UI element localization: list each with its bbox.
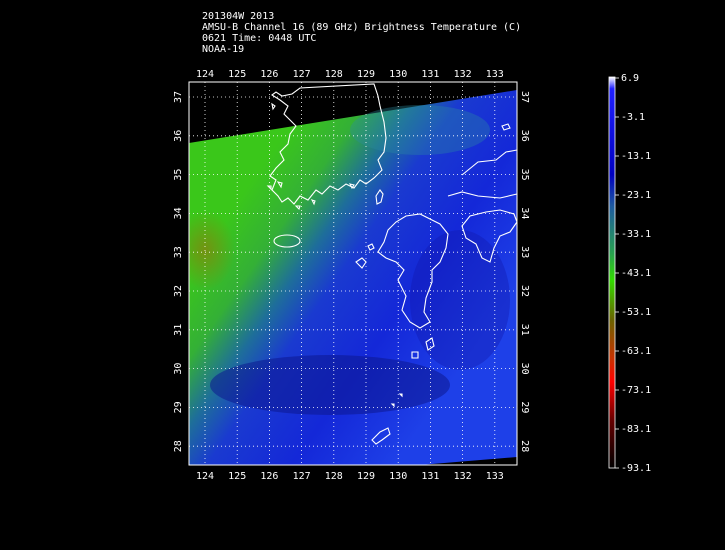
title-line-3: 0621 Time: 0448 UTC <box>202 33 317 44</box>
lat-label-right-36: 36 <box>519 130 530 142</box>
lon-label-top-127: 127 <box>293 69 311 80</box>
lat-label-left-29: 29 <box>173 401 184 413</box>
lat-label-left-35: 35 <box>173 169 184 181</box>
lat-label-left-31: 31 <box>173 324 184 336</box>
coastlines <box>266 83 518 445</box>
swath-image <box>189 90 517 465</box>
lon-label-top-129: 129 <box>357 69 375 80</box>
goto-islands <box>355 243 375 269</box>
shikoku-coastline <box>461 209 518 263</box>
lon-label-top-132: 132 <box>454 69 472 80</box>
lat-label-right-28: 28 <box>519 440 530 452</box>
lat-label-right-37: 37 <box>519 91 530 103</box>
lat-label-left-28: 28 <box>173 440 184 452</box>
osumi-islands <box>411 337 435 359</box>
lon-label-top-128: 128 <box>325 69 343 80</box>
lon-label-bottom-125: 125 <box>228 471 246 482</box>
lat-label-right-34: 34 <box>519 207 530 219</box>
lon-label-bottom-126: 126 <box>260 471 278 482</box>
colorbar: 6.9 -3.1 -13.1 -23.1 -33.1 -43.1 -53.1 -63.1 -73… <box>608 73 651 474</box>
small-islands <box>390 393 403 408</box>
title-line-1: 201304W 2013 <box>202 11 275 22</box>
colorbar-label: 6.9 <box>621 73 639 84</box>
lon-label-bottom-133: 133 <box>486 471 504 482</box>
lon-label-bottom-129: 129 <box>357 471 375 482</box>
lat-label-left-37: 37 <box>173 91 184 103</box>
lon-label-top-126: 126 <box>260 69 278 80</box>
east-islands <box>501 123 511 131</box>
colorbar-label: -13.1 <box>621 151 651 162</box>
lon-label-top-124: 124 <box>196 69 214 80</box>
colorbar-label: -23.1 <box>621 190 651 201</box>
colorbar-label: -33.1 <box>621 229 651 240</box>
honshu-coastline <box>447 149 518 199</box>
lon-label-bottom-127: 127 <box>293 471 311 482</box>
lat-label-right-29: 29 <box>519 401 530 413</box>
colorbar-label: -63.1 <box>621 346 651 357</box>
lon-label-top-131: 131 <box>421 69 439 80</box>
colorbar-label: -73.1 <box>621 385 651 396</box>
title-line-2: AMSU-B Channel 16 (89 GHz) Brightness Te… <box>202 22 522 33</box>
lat-label-left-36: 36 <box>173 130 184 142</box>
kyushu-coastline <box>377 213 449 329</box>
korea-coastline <box>269 83 387 205</box>
lat-label-right-35: 35 <box>519 169 530 181</box>
lat-label-right-31: 31 <box>519 324 530 336</box>
lon-label-top-125: 125 <box>228 69 246 80</box>
colorbar-label: -83.1 <box>621 424 651 435</box>
jeju-coastline <box>273 234 301 248</box>
title-line-4: NOAA-19 <box>202 44 245 55</box>
lon-label-bottom-124: 124 <box>196 471 214 482</box>
colorbar-label: -43.1 <box>621 268 651 279</box>
lon-label-bottom-132: 132 <box>454 471 472 482</box>
tsushima-coastline <box>375 189 384 205</box>
lon-label-top-130: 130 <box>389 69 407 80</box>
lon-label-bottom-130: 130 <box>389 471 407 482</box>
lat-label-right-33: 33 <box>519 246 530 258</box>
colorbar-label: -53.1 <box>621 307 651 318</box>
lon-label-bottom-128: 128 <box>325 471 343 482</box>
korea-islands <box>266 102 355 211</box>
lat-label-right-30: 30 <box>519 363 530 375</box>
colorbar-label: -93.1 <box>621 463 651 474</box>
lon-label-top-133: 133 <box>486 69 504 80</box>
colorbar-ramp <box>608 76 616 469</box>
colorbar-label: -3.1 <box>621 112 645 123</box>
map-frame <box>188 81 518 466</box>
lat-label-left-30: 30 <box>173 363 184 375</box>
lat-label-left-34: 34 <box>173 207 184 219</box>
amami-coastline <box>371 427 391 445</box>
lat-label-left-32: 32 <box>173 285 184 297</box>
lat-label-right-32: 32 <box>519 285 530 297</box>
lon-label-bottom-131: 131 <box>421 471 439 482</box>
lat-label-left-33: 33 <box>173 246 184 258</box>
